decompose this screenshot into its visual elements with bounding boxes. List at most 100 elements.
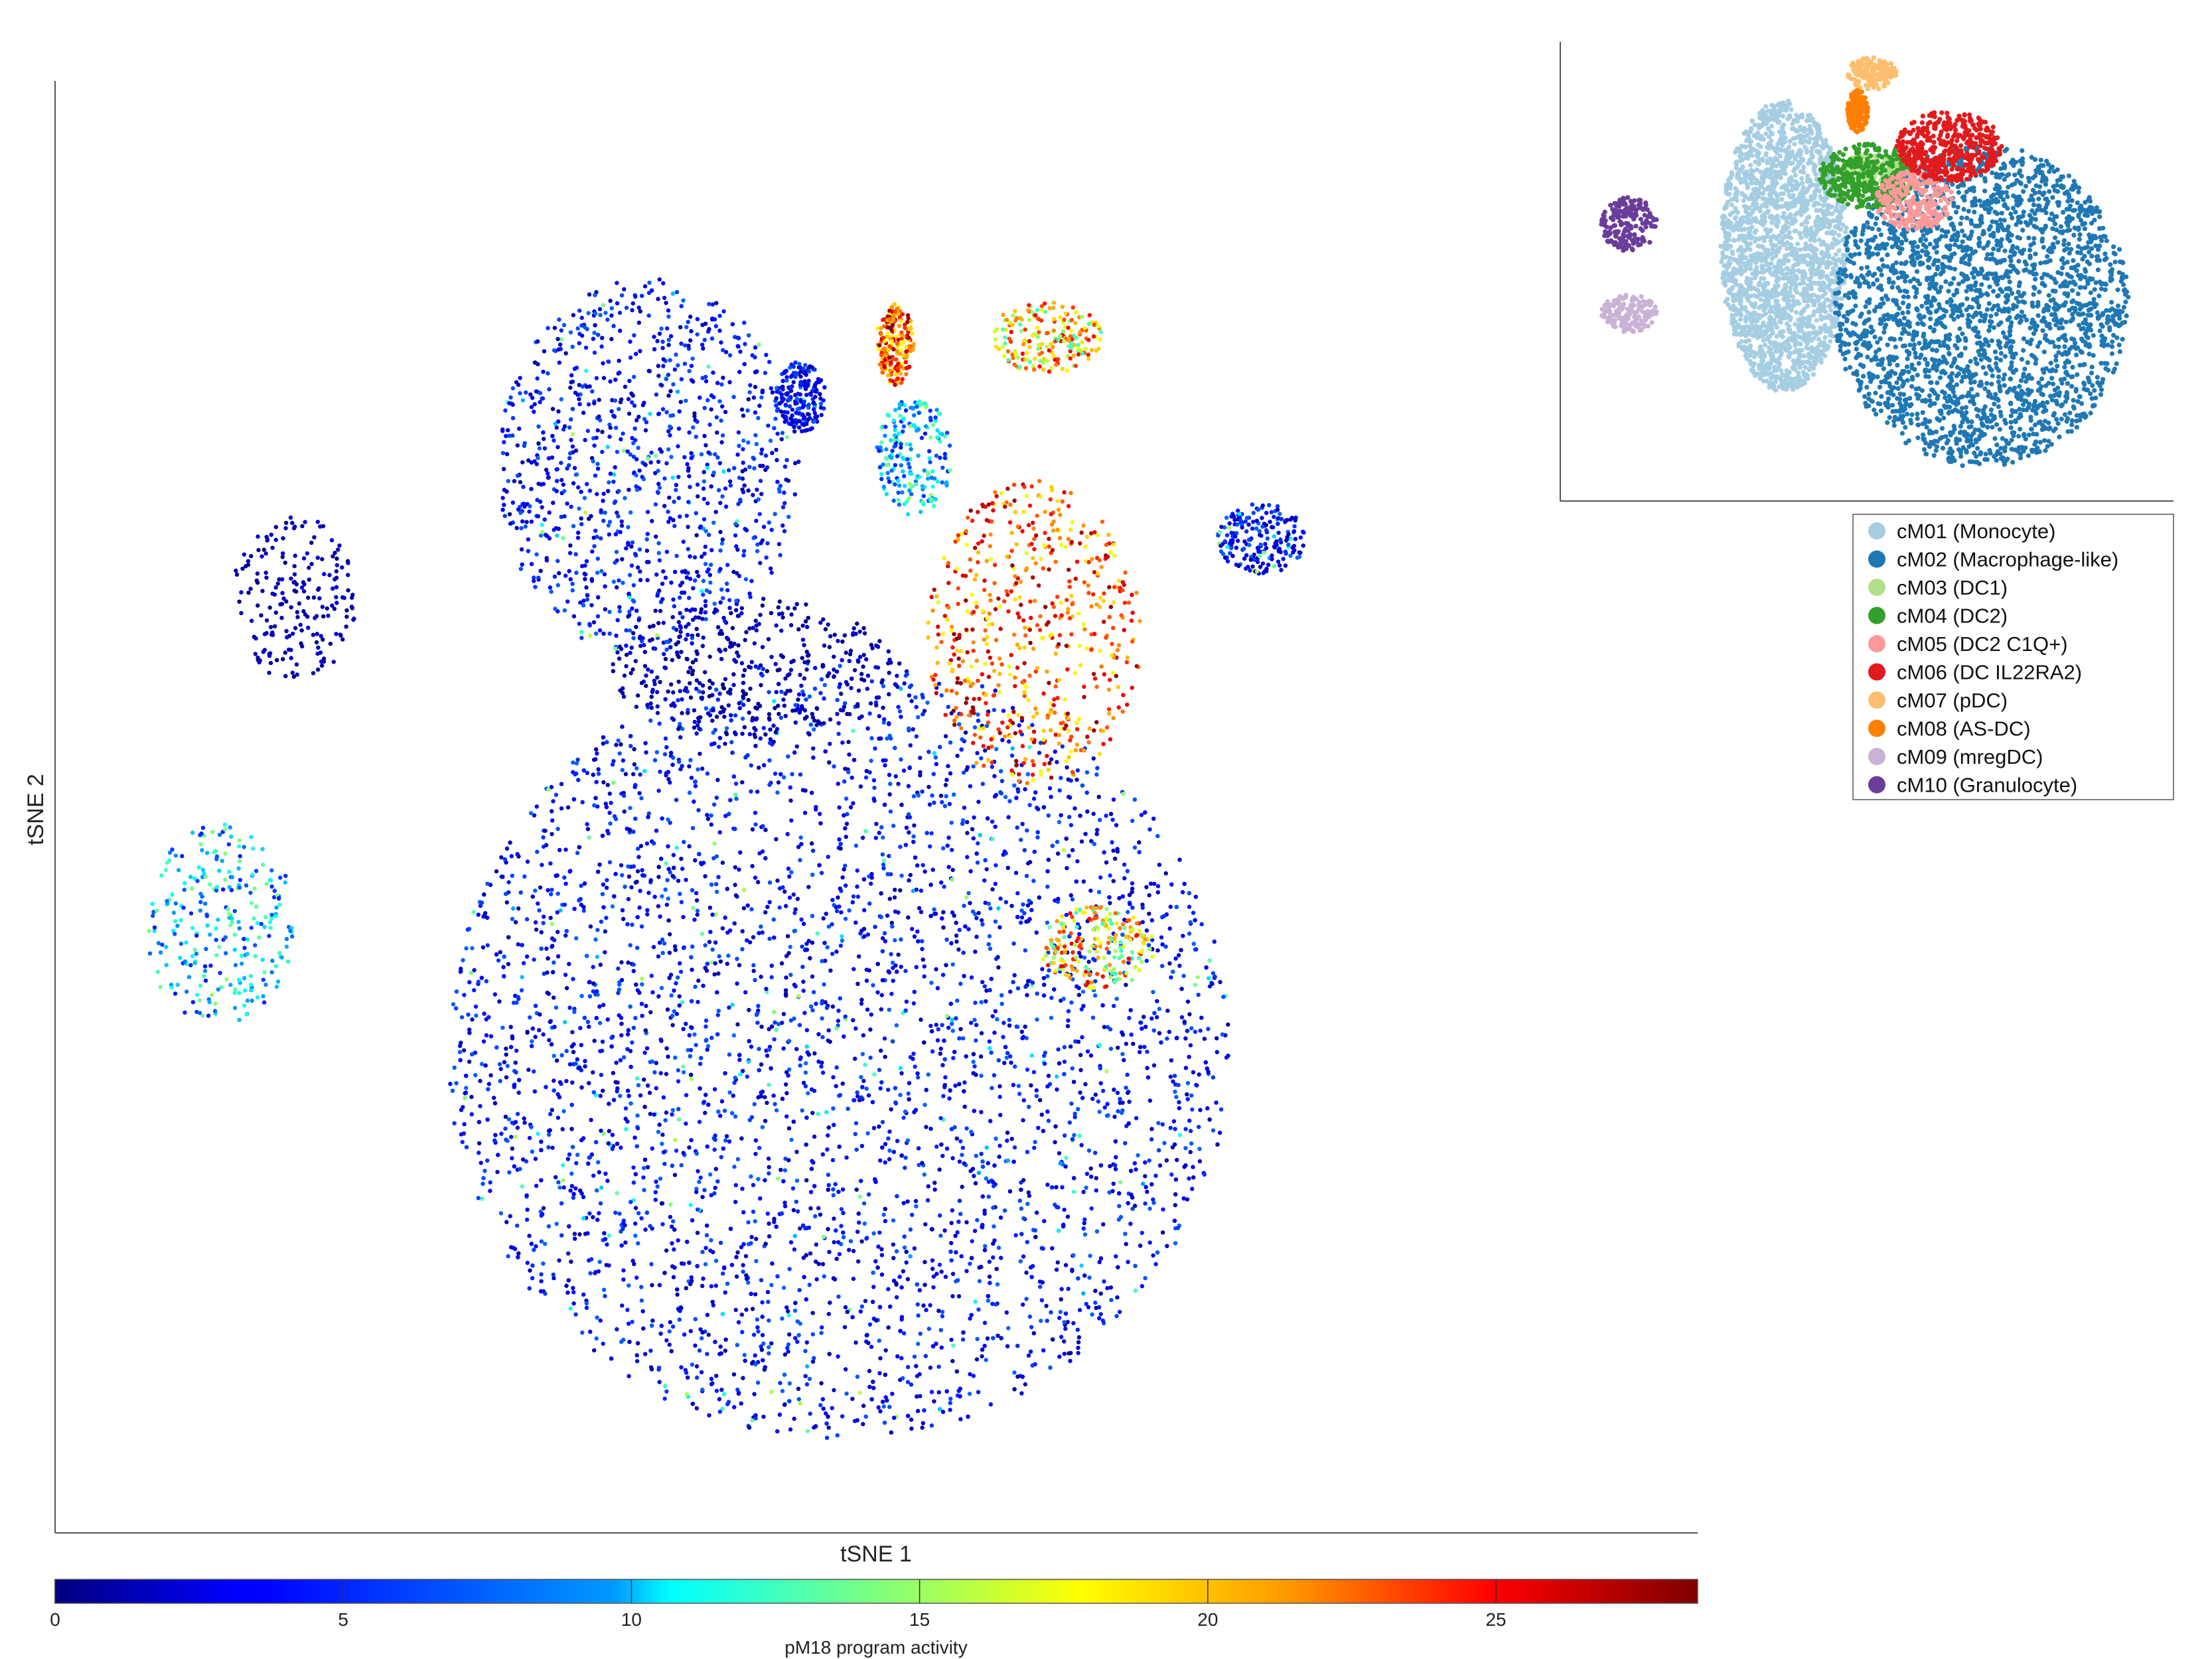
cell-point <box>1168 904 1173 909</box>
cell-point <box>856 659 861 664</box>
cell-point <box>735 1274 739 1279</box>
cell-point <box>1173 1142 1177 1147</box>
cell-point <box>652 682 657 687</box>
cell-point <box>767 1221 771 1226</box>
cell-point <box>652 678 657 684</box>
cell-point <box>728 1226 733 1231</box>
cell-point <box>1126 1200 1130 1206</box>
cell-point <box>846 770 851 774</box>
cell-point <box>1176 953 1181 958</box>
cell-point <box>976 1171 982 1175</box>
cell-point <box>457 1050 463 1054</box>
cell-point <box>1077 1308 1082 1313</box>
cell-point <box>573 1061 578 1066</box>
cell-point <box>1063 963 1068 968</box>
cell-point <box>710 912 715 917</box>
cell-point <box>705 1044 711 1048</box>
cell-point <box>893 938 897 943</box>
cell-point <box>998 897 1003 901</box>
cell-point <box>649 288 654 293</box>
cell-point <box>1053 1124 1058 1129</box>
cell-point <box>720 1312 725 1317</box>
cell-point <box>609 1035 614 1041</box>
cell-point <box>810 711 815 717</box>
cell-point <box>579 1085 584 1090</box>
cell-point <box>498 1078 502 1084</box>
cell-point <box>942 1083 948 1088</box>
cell-point <box>844 650 849 655</box>
cell-point <box>865 1131 870 1136</box>
cell-point <box>907 1097 911 1102</box>
cell-point <box>569 417 573 422</box>
cell-point <box>871 1125 877 1131</box>
cell-point <box>840 938 845 943</box>
cell-point <box>701 983 705 988</box>
cell-point <box>968 1372 972 1376</box>
cell-point <box>553 792 559 798</box>
cell-point <box>973 1181 978 1186</box>
cell-point <box>792 1234 798 1238</box>
cell-point <box>1004 1310 1009 1315</box>
cell-point <box>593 937 598 942</box>
cell-point <box>663 736 668 741</box>
cell-point <box>815 931 820 936</box>
cell-point <box>1046 857 1051 862</box>
cell-point <box>743 1358 747 1363</box>
cell-point <box>1097 1316 1102 1321</box>
cell-point <box>822 643 827 648</box>
cell-point <box>638 889 642 893</box>
cell-point <box>1181 1196 1186 1201</box>
cell-point <box>895 1354 900 1359</box>
cell-point <box>1110 971 1114 975</box>
cell-point <box>938 745 942 749</box>
cell-point <box>598 1201 603 1206</box>
cell-point <box>524 390 528 395</box>
cell-point <box>677 1003 682 1008</box>
cell-point <box>837 837 842 842</box>
cell-point <box>684 656 689 662</box>
cell-point <box>851 1018 855 1023</box>
cell-point <box>1199 1015 1204 1020</box>
cell-point <box>1215 1036 1219 1041</box>
cell-point <box>1076 1039 1081 1045</box>
cell-point <box>911 889 916 893</box>
cell-point <box>1044 1303 1049 1309</box>
cell-point <box>969 1129 974 1134</box>
cell-point <box>1130 1206 1135 1211</box>
cell-point <box>774 689 779 695</box>
cell-point <box>1173 1127 1177 1131</box>
cell-point <box>483 1063 488 1068</box>
cell-point <box>853 1340 858 1345</box>
cell-point <box>838 943 844 948</box>
cell-point <box>1006 1326 1011 1331</box>
cell-point <box>717 830 723 835</box>
cell-point <box>941 910 946 914</box>
cell-point <box>1079 1007 1084 1012</box>
cell-point <box>668 780 672 785</box>
cell-point <box>840 1081 846 1086</box>
cell-point <box>713 1283 719 1288</box>
cell-point <box>1147 827 1152 832</box>
cell-point <box>1002 1208 1007 1213</box>
cell-point <box>646 1083 650 1088</box>
cell-point <box>767 1234 772 1239</box>
cell-point <box>1076 1350 1080 1356</box>
cell-point <box>745 1074 750 1079</box>
cell-point <box>973 1000 978 1005</box>
cell-point <box>949 1258 954 1263</box>
cell-point <box>773 1102 777 1107</box>
cell-point <box>951 1056 956 1060</box>
cell-point <box>938 1407 942 1411</box>
cell-point <box>1211 1128 1216 1133</box>
cell-point <box>759 924 763 929</box>
cell-point <box>525 859 530 864</box>
cell-point <box>804 715 809 719</box>
cell-point <box>607 1263 611 1268</box>
cell-point <box>994 1136 998 1141</box>
cell-point <box>559 1201 564 1206</box>
cell-point <box>939 1142 944 1147</box>
cell-point <box>552 1088 556 1093</box>
cell-point <box>877 714 882 719</box>
cell-point <box>1046 963 1051 968</box>
cell-point <box>1090 1312 1094 1317</box>
